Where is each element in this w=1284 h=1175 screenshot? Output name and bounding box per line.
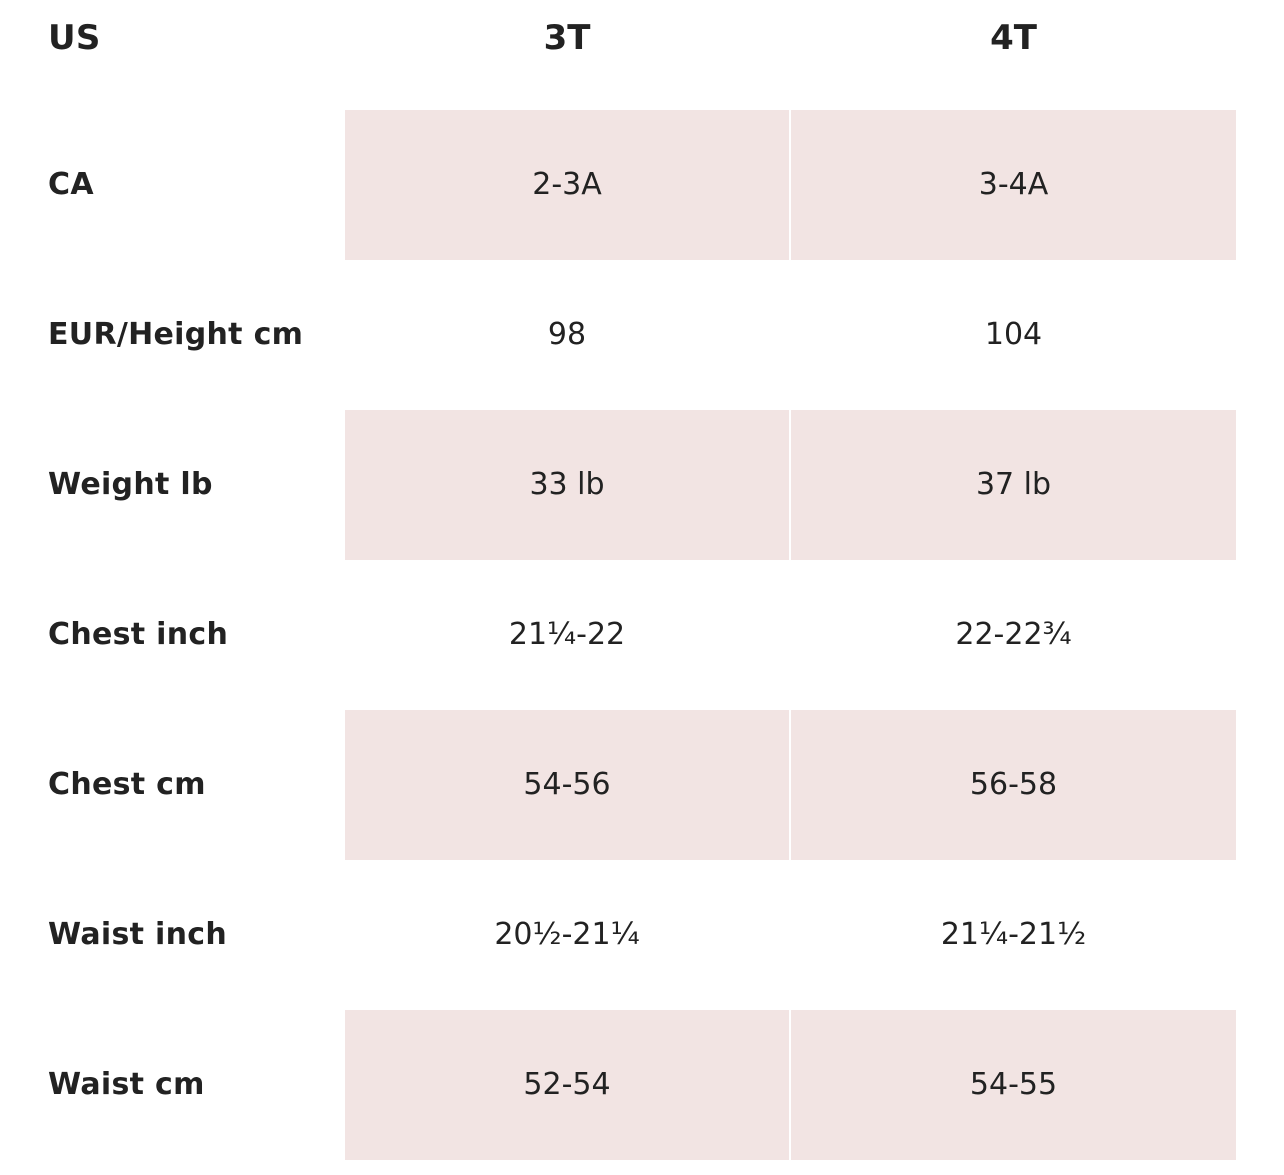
- row-value-3t: 20½-21¼: [494, 917, 640, 952]
- row-label: EUR/Height cm: [48, 317, 304, 352]
- row-value-4t: 22-22¾: [955, 617, 1072, 652]
- row-value-3t: 54-56: [345, 710, 789, 860]
- header-size-4t: 4T: [990, 18, 1037, 58]
- header-row: US 3T 4T: [0, 0, 1284, 110]
- row-waist-inch: Waist inch 20½-21¼ 21¼-21½: [0, 860, 1284, 1010]
- row-waist-cm: Waist cm 52-54 54-55: [0, 1010, 1284, 1160]
- row-ca: CA 2-3A 3-4A: [0, 110, 1284, 260]
- row-value-4t: 56-58: [791, 710, 1236, 860]
- row-label: CA: [48, 167, 94, 202]
- row-value-3t: 98: [547, 317, 587, 352]
- row-value-4t: 21¼-21½: [940, 917, 1087, 952]
- row-value-3t: 21¼-22: [508, 617, 626, 652]
- header-size-3t: 3T: [543, 18, 591, 58]
- row-chest-inch: Chest inch 21¼-22 22-22¾: [0, 560, 1284, 710]
- row-label: Weight lb: [48, 467, 213, 502]
- row-label: Waist inch: [48, 917, 227, 952]
- row-value-4t: 104: [984, 317, 1043, 352]
- row-value-4t: 3-4A: [791, 110, 1236, 260]
- row-label: Chest inch: [48, 617, 229, 652]
- row-value-4t: 54-55: [791, 1010, 1236, 1160]
- row-label: Waist cm: [48, 1067, 205, 1102]
- row-eur-height: EUR/Height cm 98 104: [0, 260, 1284, 410]
- row-value-3t: 2-3A: [345, 110, 789, 260]
- row-chest-cm: Chest cm 54-56 56-58: [0, 710, 1284, 860]
- row-label: Chest cm: [48, 767, 206, 802]
- row-value-3t: 33 lb: [345, 410, 789, 560]
- row-weight: Weight lb 33 lb 37 lb: [0, 410, 1284, 560]
- header-label-us: US: [48, 18, 101, 58]
- row-value-3t: 52-54: [345, 1010, 789, 1160]
- row-value-4t: 37 lb: [791, 410, 1236, 560]
